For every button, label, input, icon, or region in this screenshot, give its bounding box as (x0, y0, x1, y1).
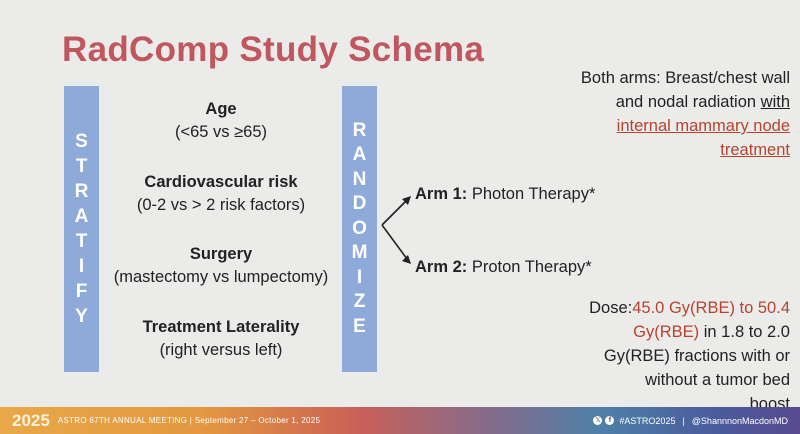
letter: R (352, 119, 367, 141)
factor-name: Age (205, 100, 237, 118)
arm-label: Arm 1: (415, 185, 468, 203)
factor-name: Surgery (189, 245, 253, 263)
letter: D (352, 193, 367, 215)
letter: M (351, 242, 368, 264)
letter: E (353, 315, 366, 337)
dose-text: in 1.8 to 2.0 (699, 323, 790, 341)
dose-line: Dose:45.0 Gy(RBE) to 50.4 (589, 296, 790, 320)
factor-detail: (0-2 vs > 2 risk factors) (136, 196, 306, 214)
factor-detail: (right versus left) (159, 341, 283, 359)
letter: I (356, 266, 363, 288)
letter: O (352, 217, 367, 239)
arm-1: Arm 1: Photon Therapy* (415, 185, 595, 204)
dose-range: Gy(RBE) (633, 323, 700, 341)
note-highlight: treatment (720, 141, 790, 159)
dose-range: 45.0 Gy(RBE) to 50.4 (632, 299, 790, 317)
factor-laterality: Treatment Laterality (right versus left) (100, 316, 342, 362)
letter: I (78, 256, 85, 277)
arrows-icon (381, 196, 411, 264)
note-highlight: internal mammary node (616, 117, 790, 135)
arm-therapy: Proton Therapy* (471, 258, 592, 276)
arm-therapy: Photon Therapy* (471, 185, 596, 203)
factor-surgery: Surgery (mastectomy vs lumpectomy) (100, 243, 342, 289)
factor-detail: (<65 vs ≥65) (174, 123, 268, 141)
factor-name: Cardiovascular risk (144, 173, 298, 191)
letter: R (74, 181, 89, 202)
meeting-info: ASTRO 67TH ANNUAL MEETING | September 27… (57, 416, 321, 425)
letter: Y (75, 306, 88, 327)
separator: | (682, 415, 685, 426)
letter: T (75, 156, 88, 177)
speaker-handle: @ShannnonMacdonMD (691, 415, 788, 426)
dose-note: Dose:45.0 Gy(RBE) to 50.4 Gy(RBE) in 1.8… (589, 296, 790, 416)
note-line: and nodal radiation with (581, 90, 790, 114)
letter: A (74, 206, 89, 227)
facebook-icon: f (605, 416, 615, 425)
both-arms-note: Both arms: Breast/chest wall and nodal r… (581, 66, 790, 162)
letter: A (352, 144, 367, 166)
footer-banner: 2025 ASTRO 67TH ANNUAL MEETING | Septemb… (0, 407, 800, 434)
hashtag: #ASTRO2025 (619, 415, 676, 426)
note-text: and nodal radiation (615, 93, 761, 111)
factor-detail: (mastectomy vs lumpectomy) (113, 268, 329, 286)
dose-line: without a tumor bed (645, 371, 790, 389)
letter: T (75, 231, 88, 252)
dose-label: Dose: (589, 299, 633, 317)
factor-age: Age (<65 vs ≥65) (100, 98, 342, 144)
dose-line: Gy(RBE) fractions with or (603, 347, 790, 365)
letter: F (75, 281, 88, 302)
arm-2: Arm 2: Proton Therapy* (415, 258, 592, 277)
letter: N (352, 168, 367, 190)
dose-line: Gy(RBE) in 1.8 to 2.0 (589, 320, 790, 344)
x-icon: 𝕏 (593, 416, 603, 425)
factor-cardiovascular: Cardiovascular risk (0-2 vs > 2 risk fact… (100, 171, 342, 217)
note-underlined: with (760, 93, 790, 111)
note-line: Both arms: Breast/chest wall (580, 69, 790, 87)
letter: Z (353, 291, 366, 313)
slide-title: RadComp Study Schema (62, 30, 485, 69)
letter: S (75, 131, 88, 152)
factor-name: Treatment Laterality (142, 318, 300, 336)
astro-logo: 2025 (12, 410, 50, 430)
arm-label: Arm 2: (415, 258, 468, 276)
